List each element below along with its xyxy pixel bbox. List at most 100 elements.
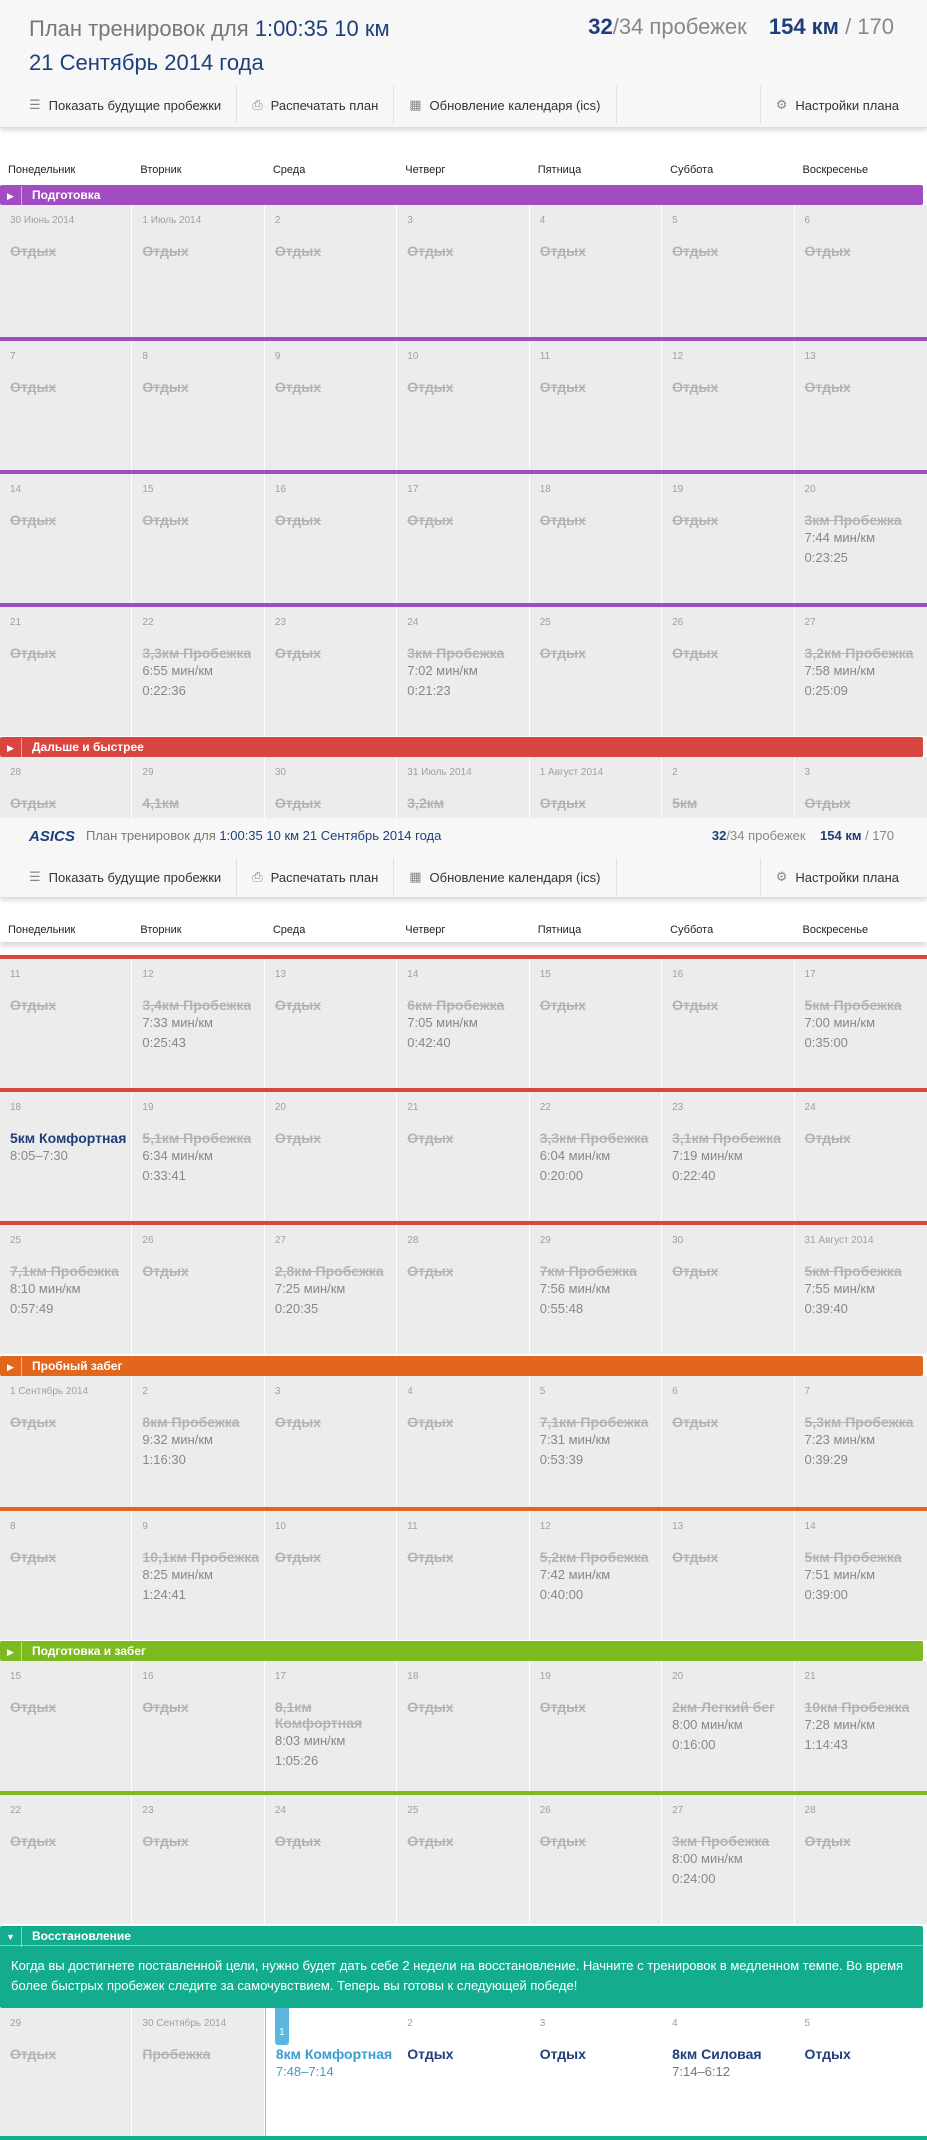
day-cell[interactable]: 11 Отдых [397,1511,530,1640]
day-cell[interactable]: 17 8,1км Комфортная 8:03 мин/км 1:05:26 [264,1661,398,1794]
day-cell[interactable]: 28 Отдых [397,1225,530,1354]
day-cell[interactable]: 20 2км Легкий бег 8:00 мин/км 0:16:00 [662,1661,795,1794]
day-cell[interactable]: 1 Сентябрь 2014 Отдых [0,1376,133,1509]
calendar-update-button[interactable]: ▦ Обновление календаря (ics) [394,858,617,896]
day-cell[interactable]: 12 3,4км Пробежка 7:33 мин/км 0:25:43 [132,959,265,1088]
day-cell[interactable]: 20 Отдых [264,1092,398,1221]
day-cell[interactable]: 2 5км [662,757,795,818]
day-cell[interactable]: 14 Отдых [0,474,133,603]
day-cell[interactable]: 2 Отдых [264,205,398,338]
day-cell[interactable]: 21 10км Пробежка 7:28 мин/км 1:14:43 [794,1661,927,1794]
day-cell[interactable]: 6 Отдых [794,205,927,338]
day-cell[interactable]: 24 Отдых [264,1795,398,1924]
day-cell[interactable]: 4 Отдых [397,1376,530,1509]
day-cell[interactable]: 7 Отдых [0,341,133,470]
day-cell[interactable]: 16 Отдых [132,1661,265,1794]
day-cell[interactable]: 25 7,1км Пробежка 8:10 мин/км 0:57:49 [0,1225,133,1354]
print-button[interactable]: ⎙ Распечатать план [237,858,395,896]
recovery-header[interactable]: ▼ Восстановление [0,1926,923,1947]
day-cell[interactable]: 24 3км Пробежка 7:02 мин/км 0:21:23 [397,607,530,736]
day-cell[interactable]: 5 7,1км Пробежка 7:31 мин/км 0:53:39 [529,1376,663,1509]
day-cell[interactable]: 3 Отдых [264,1376,398,1509]
day-cell[interactable]: 6 Отдых [662,1376,795,1509]
day-cell[interactable]: 17 Отдых [397,474,530,603]
day-cell[interactable]: 4 Отдых [529,205,663,338]
day-cell[interactable]: 12 5,2км Пробежка 7:42 мин/км 0:40:00 [529,1511,663,1640]
day-cell[interactable]: 2 Отдых [397,2008,530,2136]
day-cell[interactable]: 22 Отдых [0,1795,133,1924]
day-cell[interactable]: 22 3,3км Пробежка 6:04 мин/км 0:20:00 [529,1092,663,1221]
day-cell[interactable]: 26 Отдых [529,1795,663,1924]
day-cell[interactable]: 8 Отдых [0,1511,133,1640]
day-cell[interactable]: 29 Отдых [0,2008,133,2136]
show-future-button[interactable]: ☰ Показать будущие пробежки [14,86,238,124]
calendar-update-button[interactable]: ▦ Обновление календаря (ics) [394,86,617,124]
day-cell[interactable]: 8 Отдых [132,341,265,470]
day-cell[interactable]: 16 Отдых [662,959,795,1088]
day-cell[interactable]: 5 Отдых [662,205,795,338]
day-cell[interactable]: 30 Сентябрь 2014 Пробежка [132,2008,265,2136]
day-cell[interactable]: 19 5,1км Пробежка 6:34 мин/км 0:33:41 [132,1092,265,1221]
day-cell[interactable]: 21 Отдых [397,1092,530,1221]
day-cell[interactable]: 15 Отдых [0,1661,133,1794]
day-cell[interactable]: 18 Отдых [397,1661,530,1794]
day-cell[interactable]: 5 Отдых [794,2008,927,2136]
day-cell[interactable]: 9 Отдых [264,341,398,470]
phase-band-further-faster[interactable]: ▶ Дальше и быстрее [0,737,923,758]
day-cell[interactable]: 31 Июль 2014 3,2км [397,757,530,818]
day-cell[interactable]: 15 Отдых [132,474,265,603]
day-cell[interactable]: 16 Отдых [264,474,398,603]
day-cell[interactable]: 1 Август 2014 Отдых [529,757,663,818]
day-cell[interactable]: 14 6км Пробежка 7:05 мин/км 0:42:40 [397,959,530,1088]
plan-settings-button[interactable]: ⚙ Настройки плана [759,858,914,896]
day-cell[interactable]: 13 Отдых [794,341,927,470]
day-cell[interactable]: 13 Отдых [264,959,398,1088]
day-cell[interactable]: 20 3км Пробежка 7:44 мин/км 0:23:25 [794,474,927,603]
day-cell[interactable]: 29 7км Пробежка 7:56 мин/км 0:55:48 [529,1225,663,1354]
day-cell[interactable]: 26 Отдых [132,1225,265,1354]
day-cell[interactable]: 3 Отдых [397,205,530,338]
day-cell[interactable]: 9 10,1км Пробежка 8:25 мин/км 1:24:41 [132,1511,265,1640]
day-cell[interactable]: 30 Отдых [264,757,398,818]
day-cell[interactable]: 10 Отдых [264,1511,398,1640]
day-cell[interactable]: 10 Отдых [397,341,530,470]
day-cell[interactable]: 1 Июль 2014 Отдых [132,205,265,338]
day-cell[interactable]: 3 Отдых [794,757,927,818]
day-cell[interactable]: 27 2,8км Пробежка 7:25 мин/км 0:20:35 [264,1225,398,1354]
day-cell[interactable]: 30 Отдых [662,1225,795,1354]
day-cell[interactable]: 19 Отдых [529,1661,663,1794]
day-cell[interactable]: 2 8км Пробежка 9:32 мин/км 1:16:30 [132,1376,265,1509]
day-cell[interactable]: 7 5,3км Пробежка 7:23 мин/км 0:39:29 [794,1376,927,1509]
day-cell[interactable]: 15 Отдых [529,959,663,1088]
day-cell[interactable]: 17 5км Пробежка 7:00 мин/км 0:35:00 [794,959,927,1088]
day-cell[interactable]: 14 5км Пробежка 7:51 мин/км 0:39:00 [794,1511,927,1640]
show-future-button[interactable]: ☰ Показать будущие пробежки [14,858,238,896]
day-cell[interactable]: 29 4,1км [132,757,265,818]
phase-band-prep-and-race[interactable]: ▶ Подготовка и забег [0,1641,923,1662]
day-cell[interactable]: 18 Отдых [529,474,663,603]
phase-band-preparation[interactable]: ▶ Подготовка [0,185,923,206]
day-cell[interactable]: 21 Отдых [0,607,133,736]
day-cell[interactable]: 31 Август 2014 5км Пробежка 7:55 мин/км 0:3… [794,1225,927,1354]
print-button[interactable]: ⎙ Распечатать план [237,86,395,124]
day-cell[interactable]: 23 Отдых [132,1795,265,1924]
day-cell[interactable]: 30 Июнь 2014 Отдых [0,205,133,338]
day-cell[interactable]: 12 Отдых [662,341,795,470]
day-cell[interactable]: 11 Отдых [529,341,663,470]
day-cell[interactable]: 24 Отдых [794,1092,927,1221]
plan-settings-button[interactable]: ⚙ Настройки плана [759,86,914,124]
day-cell[interactable]: 4 8км Силовая 7:14–6:12 [662,2008,795,2136]
day-cell[interactable]: 27 3,2км Пробежка 7:58 мин/км 0:25:09 [794,607,927,736]
day-cell[interactable]: 28 Отдых [0,757,133,818]
day-cell[interactable]: 25 Отдых [529,607,663,736]
day-cell[interactable]: 23 3,1км Пробежка 7:19 мин/км 0:22:40 [662,1092,795,1221]
day-cell[interactable]: 3 Отдых [529,2008,663,2136]
day-cell[interactable]: 26 Отдых [662,607,795,736]
day-cell[interactable]: 19 Отдых [662,474,795,603]
day-cell[interactable]: 27 3км Пробежка 8:00 мин/км 0:24:00 [662,1795,795,1924]
day-cell[interactable]: 25 Отдых [397,1795,530,1924]
phase-band-trial-race[interactable]: ▶ Пробный забег [0,1356,923,1377]
day-cell[interactable]: 23 Отдых [264,607,398,736]
day-cell[interactable]: 13 Отдых [662,1511,795,1640]
day-cell[interactable]: 22 3,3км Пробежка 6:55 мин/км 0:22:36 [132,607,265,736]
